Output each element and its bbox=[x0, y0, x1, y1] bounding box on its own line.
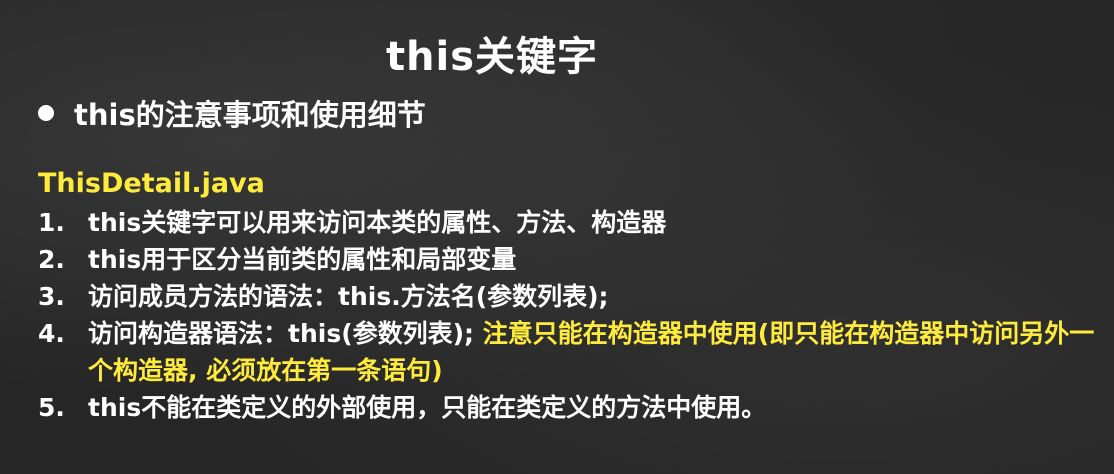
item-text: this不能在类定义的外部使用，只能在类定义的方法中使用。 bbox=[88, 393, 767, 422]
item-text: this用于区分当前类的属性和局部变量 bbox=[88, 245, 517, 274]
item-number: 3. bbox=[38, 282, 65, 311]
bullet-heading-text: this的注意事项和使用细节 bbox=[74, 98, 426, 132]
list-item: 2. this用于区分当前类的属性和局部变量 bbox=[38, 241, 1098, 278]
item-number: 2. bbox=[38, 245, 65, 274]
item-number: 4. bbox=[38, 319, 65, 348]
list-item: 3. 访问成员方法的语法：this.方法名(参数列表); bbox=[38, 278, 1098, 315]
list-item: 5. this不能在类定义的外部使用，只能在类定义的方法中使用。 bbox=[38, 389, 1098, 426]
item-text: this关键字可以用来访问本类的属性、方法、构造器 bbox=[88, 208, 667, 237]
list-item: 4. 访问构造器语法：this(参数列表); 注意只能在构造器中使用(即只能在构… bbox=[38, 315, 1098, 389]
notes-list: 1. this关键字可以用来访问本类的属性、方法、构造器 2. this用于区分… bbox=[38, 204, 1098, 426]
item-highlight-text: 注意只能在构造器中使用(即只能在构造器中访问另外一个构造器, 必须放在第一条语句… bbox=[88, 319, 1095, 385]
bullet-dot-icon bbox=[38, 105, 54, 121]
bullet-heading: this的注意事项和使用细节 bbox=[38, 92, 426, 134]
slide-title: this关键字 bbox=[385, 34, 599, 80]
item-text: 访问成员方法的语法：this.方法名(参数列表); bbox=[88, 282, 609, 311]
item-text: 访问构造器语法：this(参数列表); bbox=[88, 319, 483, 348]
item-number: 1. bbox=[38, 208, 65, 237]
item-text-container: 访问构造器语法：this(参数列表); 注意只能在构造器中使用(即只能在构造器中… bbox=[88, 315, 1098, 389]
list-item: 1. this关键字可以用来访问本类的属性、方法、构造器 bbox=[38, 204, 1098, 241]
item-number: 5. bbox=[38, 393, 65, 422]
file-name: ThisDetail.java bbox=[38, 168, 265, 199]
